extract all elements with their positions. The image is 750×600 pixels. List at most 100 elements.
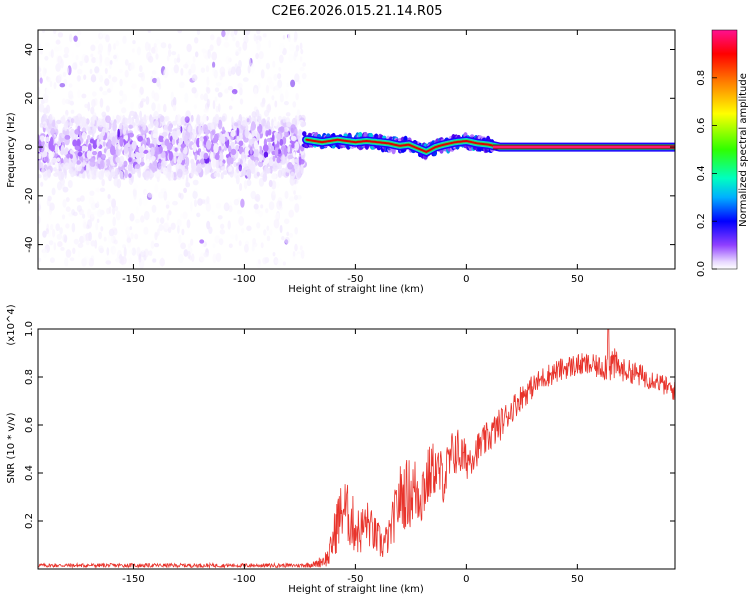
heatmap-cell <box>274 213 280 221</box>
heatmap-cell <box>284 190 289 199</box>
heatmap-cell <box>242 41 248 51</box>
heatmap-cell <box>132 40 136 45</box>
heatmap-cell <box>61 134 65 139</box>
heatmap-cell <box>51 119 56 128</box>
heatmap-y-tick-label: -20 <box>24 188 35 204</box>
heatmap-cell <box>63 46 70 55</box>
heatmap-cell <box>45 136 50 143</box>
heatmap-cell <box>253 33 257 42</box>
heatmap-cell <box>153 110 159 121</box>
heatmap-cell <box>119 136 124 147</box>
heatmap-cell <box>118 170 124 181</box>
heatmap-cell <box>113 121 117 131</box>
heatmap-cell <box>45 88 49 96</box>
heatmap-cell <box>214 153 220 160</box>
heatmap-cell <box>50 136 54 147</box>
heatmap-cell <box>165 204 170 209</box>
heatmap-cell <box>135 151 140 159</box>
heatmap-cell <box>92 151 97 156</box>
heatmap-cell <box>243 180 248 190</box>
heatmap-cell <box>231 89 238 95</box>
heatmap-cell <box>59 83 66 88</box>
heatmap-cell <box>146 137 151 146</box>
snr-frame <box>37 328 676 570</box>
heatmap-cell <box>268 129 272 136</box>
heatmap-cell <box>246 118 250 123</box>
heatmap-cell <box>77 68 83 75</box>
heatmap-cell <box>134 118 140 127</box>
heatmap-cell <box>153 243 160 248</box>
heatmap-cell <box>198 125 203 135</box>
heatmap-cell <box>102 90 108 96</box>
heatmap-cell <box>42 107 49 115</box>
heatmap-cell <box>187 250 191 260</box>
heatmap-cell <box>217 119 223 130</box>
heatmap-cell <box>89 68 93 75</box>
heatmap-cell <box>182 168 189 176</box>
heatmap-cell <box>265 157 270 164</box>
heatmap-cell <box>139 100 144 108</box>
heatmap-cell <box>44 156 49 162</box>
heatmap-cell <box>212 100 216 110</box>
heatmap-cell <box>123 247 127 257</box>
heatmap-cell <box>268 158 274 167</box>
heatmap-cell <box>113 43 116 50</box>
heatmap-cell <box>247 170 252 180</box>
snr-y-tick-label: 0.4 <box>24 465 35 481</box>
heatmap-cell <box>126 237 132 243</box>
heatmap-cell <box>201 48 207 54</box>
heatmap-cell <box>251 130 255 138</box>
heatmap-cell <box>278 205 283 211</box>
heatmap-cell <box>263 151 269 158</box>
heatmap-cell <box>200 158 205 165</box>
colorbar-gradient <box>711 29 738 270</box>
heatmap-cell <box>172 200 177 206</box>
heatmap-cell <box>235 174 240 185</box>
heatmap-cell <box>75 54 79 61</box>
heatmap-cell <box>213 133 219 143</box>
heatmap-cell <box>102 121 107 128</box>
heatmap-cell <box>163 191 168 201</box>
heatmap-cell <box>282 118 286 124</box>
heatmap-cell <box>194 152 198 161</box>
heatmap-cell <box>54 144 59 154</box>
heatmap-cell <box>138 73 144 78</box>
heatmap-cell <box>295 44 300 52</box>
heatmap-cell <box>279 93 284 103</box>
heatmap-cell <box>258 51 264 60</box>
heatmap-cell <box>246 225 252 232</box>
heatmap-cell <box>281 236 285 241</box>
heatmap-cell <box>291 158 296 165</box>
heatmap-cell <box>143 248 149 258</box>
heatmap-cell <box>64 114 69 120</box>
heatmap-cell <box>38 215 41 224</box>
heatmap-cell <box>238 240 242 247</box>
heatmap-cell <box>49 257 55 263</box>
heatmap-cell <box>88 143 92 153</box>
heatmap-cell <box>98 245 104 253</box>
heatmap-cell <box>101 178 105 187</box>
heatmap-cell <box>86 163 90 171</box>
heatmap-cell <box>99 53 103 64</box>
heatmap-cell <box>56 119 62 125</box>
heatmap-cell <box>71 209 75 216</box>
heatmap-cell <box>288 209 295 218</box>
heatmap-cell <box>298 129 302 137</box>
heatmap-cell <box>153 92 160 102</box>
heatmap-cell <box>113 54 117 60</box>
heatmap-cell <box>81 116 86 126</box>
heatmap-cell <box>176 114 182 123</box>
colorbar-tick-label: 0.8 <box>696 70 707 86</box>
heatmap-cell <box>67 180 73 188</box>
heatmap-cell <box>214 87 220 93</box>
heatmap-cell <box>237 209 243 215</box>
heatmap-cell <box>95 187 101 193</box>
heatmap-cell <box>217 172 221 178</box>
heatmap-cell <box>69 257 75 262</box>
heatmap-cell <box>242 77 249 82</box>
heatmap-cell <box>128 118 133 125</box>
heatmap-cell <box>296 195 302 200</box>
heatmap-cell <box>197 198 203 206</box>
heatmap-cell <box>96 201 100 208</box>
